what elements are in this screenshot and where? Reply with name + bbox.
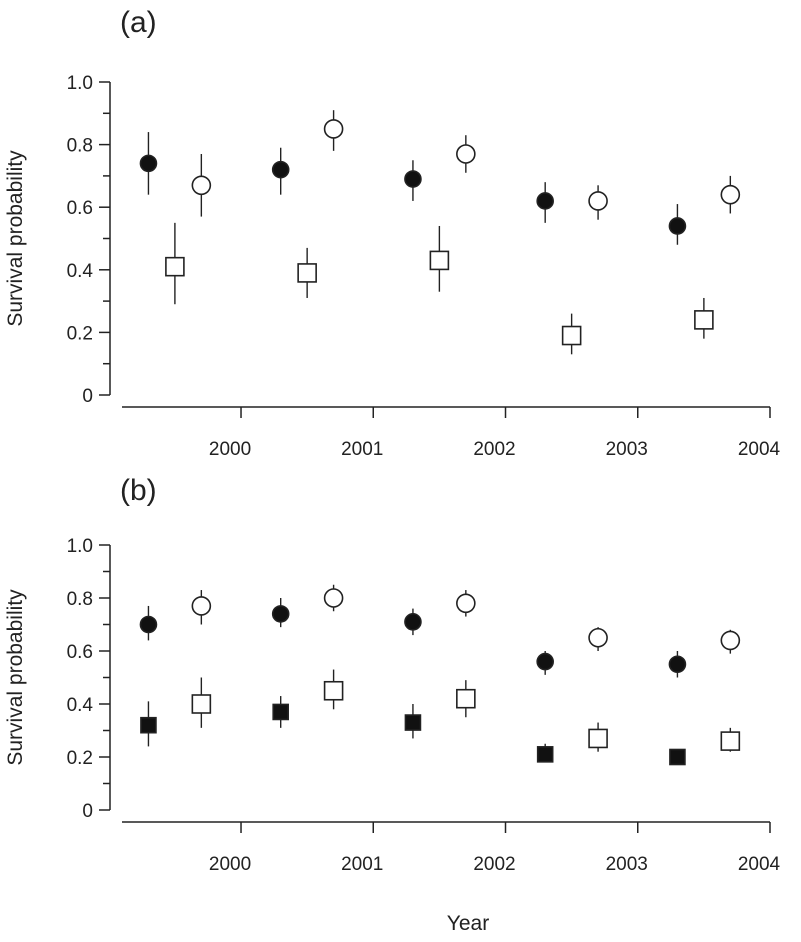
y-tick-label: 0.8 [67, 589, 93, 610]
filled-square-point [140, 716, 157, 734]
filled-circle-point [271, 160, 290, 179]
y-axis-title: Survival probability [4, 150, 27, 327]
y-tick-label: 0.4 [67, 261, 94, 282]
filled-circle-point [536, 652, 554, 671]
x-tick-label: 2000 [209, 854, 251, 875]
filled-circle-point [668, 655, 687, 674]
x-tick-label: 2001 [341, 439, 383, 460]
y-tick-label: 0 [82, 801, 93, 822]
y-tick-label: 1.0 [67, 536, 93, 557]
open-circle-point [720, 184, 741, 205]
open-square-point [191, 694, 212, 714]
filled-circle-point [668, 217, 687, 235]
filled-circle-point [271, 605, 290, 623]
open-square-point [297, 263, 317, 283]
y-tick-label: 0.2 [67, 323, 93, 344]
y-tick-label: 0.4 [67, 695, 94, 716]
filled-circle-point [404, 613, 422, 631]
open-square-point [561, 325, 582, 346]
y-tick-label: 0.6 [67, 642, 93, 663]
x-tick-label: 2003 [606, 439, 648, 460]
x-tick-label: 2002 [473, 439, 515, 460]
filled-square-point [404, 714, 422, 731]
filled-circle-point [139, 154, 158, 173]
open-square-point [456, 688, 476, 709]
y-tick-label: 1.0 [67, 73, 93, 94]
panel-a: (a) 0 0.2 0.4 0.6 0.8 1.0 Survival probability 2… [4, 6, 781, 460]
open-square-point [588, 728, 608, 749]
x-tick-label: 2000 [209, 439, 251, 460]
open-circle-point [588, 191, 608, 211]
panel-b: (b) 0 0.2 0.4 0.6 0.8 1.0 Survival probability 2… [4, 474, 781, 875]
y-axis-title: Survival probability [4, 589, 27, 766]
open-circle-point [456, 144, 476, 164]
panel-label: (a) [120, 6, 157, 39]
filled-square-point [536, 746, 554, 763]
x-axis-title: Year [447, 912, 489, 935]
y-tick-label: 0.2 [67, 748, 93, 769]
open-square-point [720, 731, 741, 751]
y-tick-label: 0.8 [67, 136, 93, 157]
filled-circle-point [404, 170, 422, 188]
y-tick-label: 0.6 [67, 198, 93, 219]
x-tick-label: 2001 [341, 854, 383, 875]
open-circle-point [720, 630, 741, 651]
open-circle-point [456, 593, 476, 614]
y-tick-label: 0 [82, 386, 93, 407]
open-circle-point [191, 596, 212, 616]
x-tick-label: 2004 [738, 439, 781, 460]
x-tick-label: 2003 [606, 854, 648, 875]
open-circle-point [191, 175, 212, 196]
x-tick-label: 2002 [473, 854, 515, 875]
open-square-point [429, 250, 450, 271]
open-square-point [323, 680, 344, 701]
open-circle-point [588, 627, 608, 648]
panel-label: (b) [120, 474, 157, 507]
open-square-point [165, 256, 185, 277]
open-square-point [694, 310, 714, 330]
filled-square-point [272, 703, 289, 721]
open-circle-point [323, 588, 344, 608]
filled-circle-point [139, 615, 158, 634]
filled-square-point [669, 748, 686, 766]
filled-circle-point [536, 192, 554, 210]
x-tick-label: 2004 [738, 854, 781, 875]
open-circle-point [323, 119, 344, 139]
